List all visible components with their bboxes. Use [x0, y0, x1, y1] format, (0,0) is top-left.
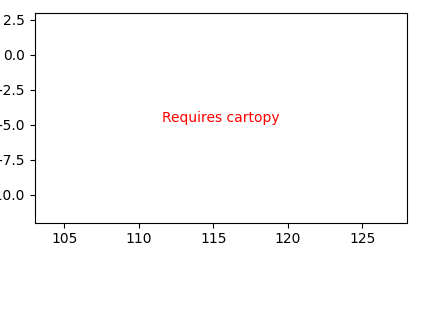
Text: Requires cartopy: Requires cartopy [162, 111, 280, 125]
